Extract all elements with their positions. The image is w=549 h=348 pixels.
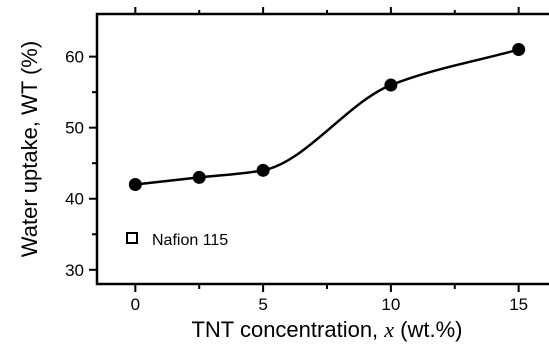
y-tick-label: 40 <box>65 190 84 209</box>
data-point <box>512 43 526 57</box>
legend-marker-open-square <box>126 232 138 244</box>
legend-label: Nafion 115 <box>152 232 228 249</box>
data-point <box>256 163 270 177</box>
y-axis-title: Water uptake, WT (%) <box>17 41 42 257</box>
tick-labels: 0 5 10 15 30 40 50 60 <box>65 48 528 314</box>
data-point <box>192 170 206 184</box>
fit-curve <box>135 48 520 186</box>
y-tick-label: 50 <box>65 119 84 138</box>
data-point <box>128 178 142 192</box>
y-tick-label: 60 <box>65 48 84 67</box>
x-tick-label: 10 <box>381 295 400 314</box>
x-tick-label: 0 <box>131 295 140 314</box>
axis-ticks <box>89 7 520 292</box>
data-point <box>384 78 398 92</box>
x-axis-title: TNT concentration, x (wt.%) <box>191 317 462 342</box>
legend: Nafion 115 <box>126 232 228 249</box>
x-tick-label: 5 <box>258 295 267 314</box>
data-points <box>128 43 526 192</box>
y-tick-label: 30 <box>65 261 84 280</box>
x-tick-label: 15 <box>509 295 528 314</box>
